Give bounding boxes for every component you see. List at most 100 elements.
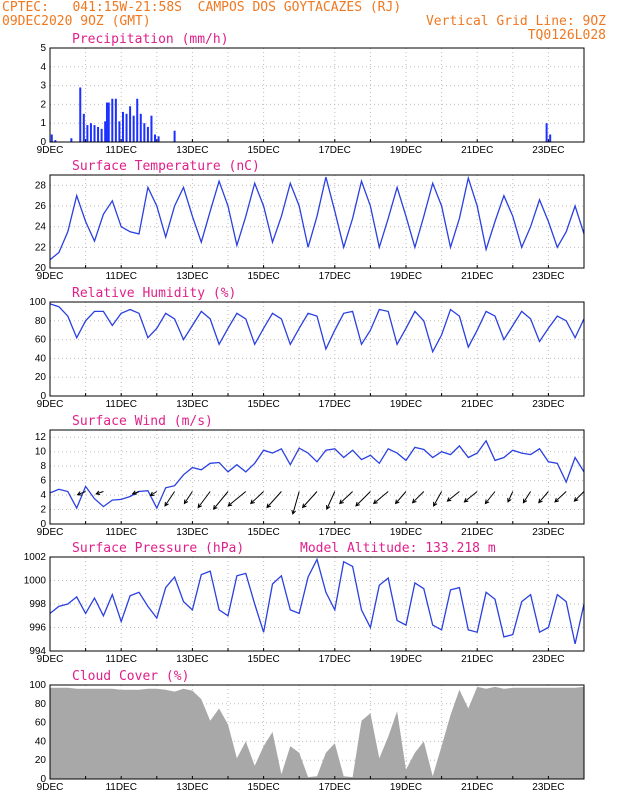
temperature-series-line xyxy=(49,175,585,261)
x-tick-label: 21DEC xyxy=(461,527,493,538)
precip-bar xyxy=(111,98,114,142)
x-tick-label: 23DEC xyxy=(532,399,564,410)
y-tick-label: 1002 xyxy=(24,552,47,563)
x-tick-label: 23DEC xyxy=(532,527,564,538)
y-tick-label: 998 xyxy=(29,599,46,610)
y-tick-label: 20 xyxy=(35,263,47,274)
panel-title: Surface Wind (m/s) xyxy=(72,414,213,429)
panel-subtitle: Model Altitude: 133.218 m xyxy=(300,541,496,556)
x-tick-label: 11DEC xyxy=(105,527,137,538)
panel-title: Precipitation (mm/h) xyxy=(72,32,229,47)
y-tick-label: 40 xyxy=(35,736,47,747)
wind-vector-arrow xyxy=(149,491,158,497)
wind-vector-arrow xyxy=(507,491,514,503)
precip-bar xyxy=(150,115,153,142)
x-tick-label: 13DEC xyxy=(176,271,208,282)
x-tick-label: 11DEC xyxy=(105,782,137,793)
precip-bar xyxy=(86,125,89,142)
run-date: 09DEC2020 9OZ (GMT) xyxy=(2,14,151,29)
wind-vector-arrow xyxy=(538,491,549,504)
x-tick-label: 23DEC xyxy=(532,145,564,156)
wind-vector-arrow xyxy=(339,491,353,505)
precip-bar xyxy=(136,98,139,142)
y-tick-label: 20 xyxy=(35,372,47,383)
wind-vector-arrow xyxy=(355,491,371,507)
wind-vector-arrow xyxy=(212,491,229,510)
precip-bar xyxy=(79,87,82,142)
y-tick-label: 26 xyxy=(35,201,47,212)
wind-vector-arrow xyxy=(573,491,585,502)
precip-bar xyxy=(93,125,96,142)
y-tick-label: 28 xyxy=(35,180,47,191)
x-tick-label: 9DEC xyxy=(37,527,64,538)
y-tick-label: 10 xyxy=(35,447,47,458)
vertical-grid-note: Vertical Grid Line: 9OZ xyxy=(425,14,606,29)
precip-bar xyxy=(173,130,176,142)
x-tick-label: 23DEC xyxy=(532,271,564,282)
y-tick-label: 1 xyxy=(40,118,46,129)
y-tick-label: 4 xyxy=(40,62,46,73)
wind-vector-arrow xyxy=(484,491,496,505)
x-tick-label: 17DEC xyxy=(319,271,351,282)
plot-frame xyxy=(49,174,585,269)
wind-vector-arrow xyxy=(301,491,318,509)
x-tick-label: 9DEC xyxy=(37,654,64,665)
y-tick-label: 100 xyxy=(29,297,46,308)
x-tick-label: 11DEC xyxy=(105,399,137,410)
x-tick-label: 13DEC xyxy=(176,654,208,665)
y-tick-label: 100 xyxy=(29,680,46,691)
x-tick-label: 13DEC xyxy=(176,782,208,793)
wind-vector-arrow xyxy=(131,490,140,495)
precip-bar xyxy=(154,134,157,142)
x-tick-label: 15DEC xyxy=(247,145,279,156)
x-tick-label: 17DEC xyxy=(319,399,351,410)
panel-title: Surface Pressure (hPa) xyxy=(72,541,244,556)
precip-bar xyxy=(545,123,548,142)
humidity-series-line xyxy=(49,303,585,354)
x-tick-label: 11DEC xyxy=(105,271,137,282)
x-tick-label: 23DEC xyxy=(532,654,564,665)
cloud-panel: 0 20 40 60 80 100 9DEC 11DEC 13DEC 15DEC 17DEC 19DE… xyxy=(29,669,585,793)
y-tick-label: 1000 xyxy=(24,576,47,587)
x-tick-label: 15DEC xyxy=(247,271,279,282)
precip-bar xyxy=(105,102,108,142)
y-tick-label: 8 xyxy=(40,461,46,472)
wind-vector-arrow xyxy=(446,491,460,502)
x-tick-label: 13DEC xyxy=(176,145,208,156)
precip-bar xyxy=(89,123,92,142)
y-tick-label: 80 xyxy=(35,316,47,327)
y-tick-label: 12 xyxy=(35,432,47,443)
wind-series-line xyxy=(49,439,585,510)
model-code: TQ0126L028 xyxy=(527,28,606,43)
x-tick-label: 9DEC xyxy=(37,399,64,410)
precip-bar xyxy=(100,128,103,142)
y-tick-label: 2 xyxy=(40,505,46,516)
wind-vector-arrow xyxy=(250,491,264,505)
cloud-cover-area xyxy=(50,686,584,779)
precipitation-panel: 0 1 2 3 4 5 9DEC 11DEC 13DEC 15DEC 17DEC 19DEC 21DEC… xyxy=(37,32,585,156)
y-tick-label: 4 xyxy=(40,490,46,501)
x-tick-label: 9DEC xyxy=(37,271,64,282)
precip-bar xyxy=(107,102,110,142)
x-tick-label: 19DEC xyxy=(390,782,422,793)
precip-bar xyxy=(125,113,128,142)
header: CPTEC: 041:15W-21:58S CAMPOS DOS GOYTACA… xyxy=(0,0,618,50)
x-tick-label: 21DEC xyxy=(461,654,493,665)
precip-bar xyxy=(157,136,160,142)
precip-bar xyxy=(70,138,73,142)
y-tick-label: 0 xyxy=(40,137,46,148)
station-title: CPTEC: 041:15W-21:58S CAMPOS DOS GOYTACA… xyxy=(2,0,402,15)
wind-vector-arrow xyxy=(291,491,300,515)
x-tick-label: 9DEC xyxy=(37,782,64,793)
x-tick-label: 21DEC xyxy=(461,399,493,410)
wind-vector-arrow xyxy=(433,491,443,507)
x-tick-label: 13DEC xyxy=(176,399,208,410)
humidity-panel: 0 20 40 60 80 100 9DEC 11DEC 13DEC 15DEC 17DEC 19DE… xyxy=(29,286,585,410)
wind-vector-arrow xyxy=(554,491,567,503)
precip-bar xyxy=(97,126,100,142)
x-tick-label: 21DEC xyxy=(461,271,493,282)
y-tick-label: 60 xyxy=(35,718,47,729)
panel-title: Relative Humidity (%) xyxy=(72,286,236,301)
precip-bar xyxy=(114,98,117,142)
